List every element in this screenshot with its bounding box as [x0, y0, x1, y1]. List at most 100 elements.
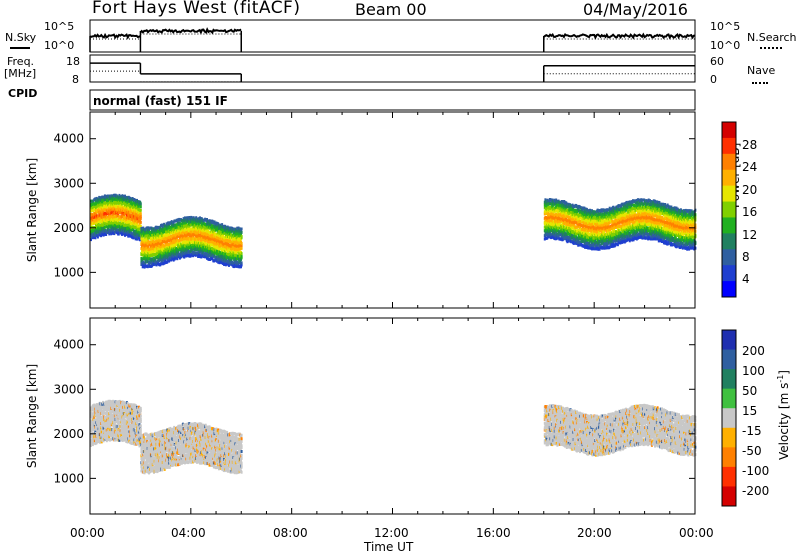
power-scatter-cell: [560, 208, 563, 212]
power-scatter-cell: [98, 227, 101, 231]
nave-label: Nave: [747, 64, 776, 77]
power-scatter-cell: [608, 206, 611, 210]
power-scatter-cell: [641, 236, 644, 240]
power-scatter-cell: [240, 241, 243, 245]
velocity-tick-200: 200: [742, 344, 765, 358]
power-scatter-cell: [601, 228, 604, 232]
power-scatter-cell: [94, 236, 97, 240]
power-scatter-cell: [236, 250, 239, 254]
power-scatter-cell: [594, 242, 597, 246]
power-scatter-cell: [228, 229, 231, 232]
power-scatter: [90, 193, 697, 269]
power-scatter-cell: [119, 207, 122, 211]
power-scatter-cell: [166, 252, 169, 256]
power-scatter-cell: [600, 230, 603, 234]
power-scatter-cell: [598, 223, 601, 227]
power-scatter-cell: [163, 261, 166, 265]
power-scatter-cell: [147, 239, 150, 243]
power-scatter-cell: [132, 236, 135, 240]
power-scatter-cell: [102, 206, 105, 210]
power-scatter-cell: [616, 213, 619, 217]
power-scatter-cell: [553, 227, 556, 231]
power-scatter-cell: [240, 244, 243, 247]
power-scatter-cell: [551, 231, 554, 235]
power-scatter-cell: [565, 224, 568, 228]
power-scatter-cell: [207, 236, 210, 240]
power-scatter-cell: [628, 222, 631, 226]
power-scatter-cell: [211, 235, 214, 239]
power-scatter-cell: [635, 231, 638, 235]
power-scatter-cell: [198, 223, 201, 227]
power-scatter-cell: [547, 222, 550, 226]
power-scatter-cell: [563, 218, 566, 222]
power-scatter-cell: [100, 231, 103, 235]
power-scatter-cell: [176, 247, 179, 250]
power-scatter-cell: [235, 239, 238, 243]
power-scatter-cell: [139, 224, 142, 228]
nsky-legend-line: [10, 47, 30, 49]
power-scatter-cell: [586, 244, 589, 248]
power-scatter-cell: [635, 220, 638, 224]
power-scatter-cell: [589, 215, 592, 218]
power-scatter-cell: [137, 219, 140, 223]
power-scatter-cell: [624, 217, 627, 221]
power-scatter-cell: [589, 221, 592, 225]
power-scatter-cell: [203, 243, 206, 247]
power-scatter-cell: [236, 248, 239, 252]
x-axis-label: Time UT: [364, 540, 414, 554]
power-scatter-cell: [588, 213, 591, 217]
power-scatter-cell: [156, 241, 159, 245]
power-scatter-cell: [211, 257, 214, 261]
power-scatter-cell: [569, 209, 571, 213]
power-scatter-cell: [215, 238, 218, 242]
power-scatter-cell: [568, 218, 571, 222]
power-scatter-cell: [125, 198, 128, 202]
power-scatter-cell: [225, 228, 228, 232]
power-scatter-cell: [233, 265, 236, 269]
power-scatter-cell: [121, 194, 124, 198]
power-scatter-cell: [601, 223, 604, 227]
velocity-tick-100: 100: [742, 364, 765, 378]
power-scatter-cell: [220, 224, 223, 228]
velocity-tick-50: 50: [742, 384, 758, 398]
power-scatter-cell: [182, 219, 184, 223]
power-scatter-cell: [113, 221, 116, 225]
power-scatter-cell: [138, 214, 141, 218]
power-scatter-cell: [609, 236, 612, 240]
power-scatter-cell: [615, 223, 617, 227]
power-scatter-cell: [219, 244, 222, 248]
power-scatter-cell: [146, 256, 149, 260]
power-tick-8: 8: [742, 250, 750, 264]
power-scatter-cell: [212, 240, 215, 244]
power-scatter-cell: [195, 234, 198, 238]
power-scatter-cell: [93, 234, 96, 238]
power-scatter-cell: [144, 253, 147, 257]
power-scatter-cell: [237, 261, 240, 265]
power-scatter-cell: [603, 230, 605, 234]
power-scatter-cell: [628, 237, 631, 241]
power-scatter-cell: [601, 237, 604, 241]
power-scatter-cell: [238, 230, 241, 234]
power-scatter-cell: [609, 238, 612, 242]
power-scatter-cell: [557, 234, 560, 238]
x-tick-label-4: 16:00: [476, 526, 511, 540]
power-scatter-cell: [590, 218, 593, 222]
power-scatter-cell: [615, 218, 617, 222]
power-scatter-cell: [211, 227, 213, 231]
power-scatter-cell: [176, 238, 179, 242]
power-scatter-cell: [158, 229, 161, 233]
power-scatter-cell: [180, 249, 183, 253]
power-scatter-cell: [555, 201, 558, 205]
power-scatter-cell: [213, 220, 216, 224]
power-scatter-cell: [200, 236, 203, 240]
power-scatter-cell: [563, 216, 566, 220]
power-scatter-cell: [235, 228, 238, 232]
power-scatter-cell: [95, 198, 97, 202]
power-scatter-cell: [602, 235, 605, 239]
power-scatter-cell: [154, 240, 157, 244]
power-scatter-cell: [106, 219, 109, 223]
power-scatter-cell: [610, 245, 613, 248]
power-scatter-cell: [240, 265, 242, 269]
power-scatter-cell: [583, 213, 586, 217]
power-scatter-cell: [583, 206, 586, 210]
